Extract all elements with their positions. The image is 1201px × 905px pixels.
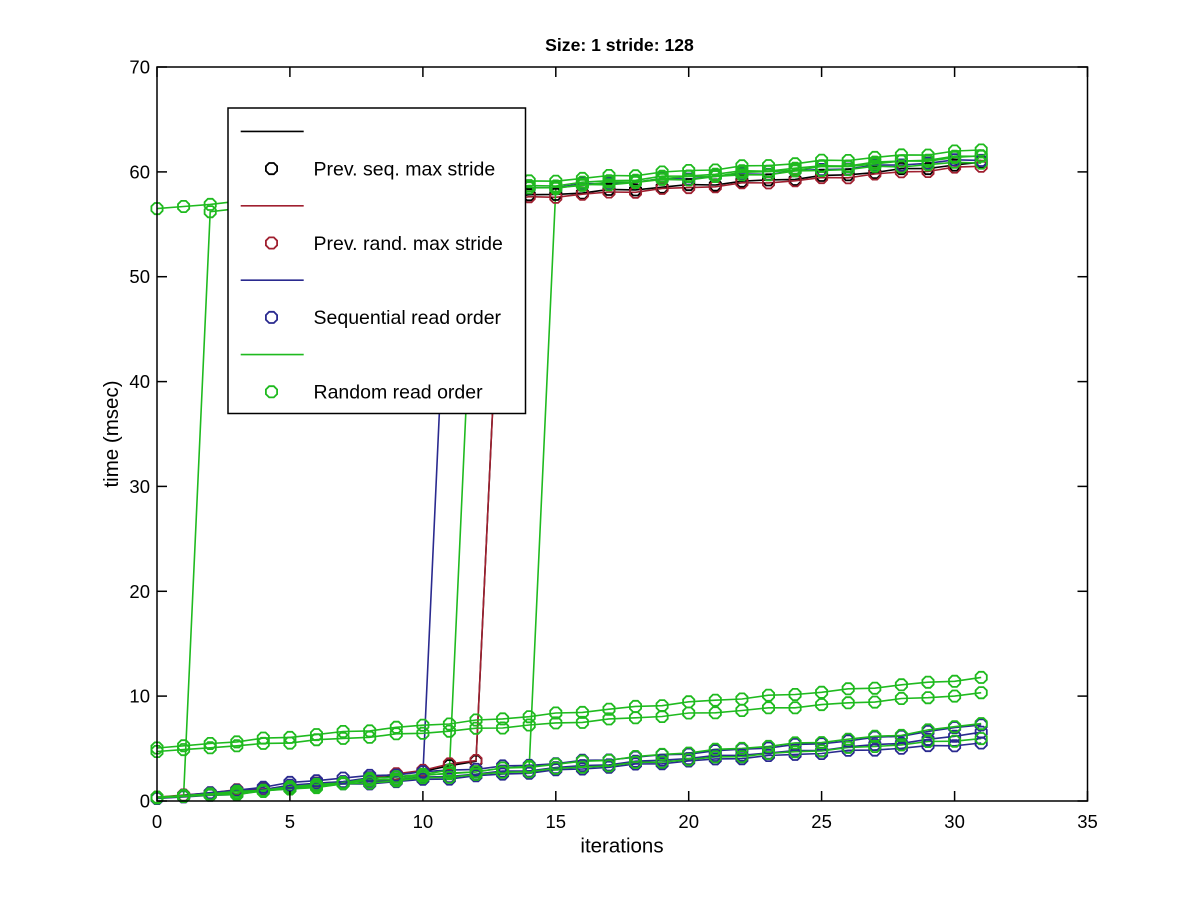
svg-text:time (msec): time (msec) [100, 380, 123, 487]
svg-text:Prev. seq. max stride: Prev. seq. max stride [314, 158, 496, 180]
svg-text:Size: 1 stride: 128: Size: 1 stride: 128 [545, 35, 694, 55]
svg-text:10: 10 [413, 811, 434, 832]
svg-text:50: 50 [129, 266, 150, 287]
svg-text:70: 70 [129, 57, 150, 78]
svg-text:30: 30 [129, 476, 150, 497]
svg-text:40: 40 [129, 371, 150, 392]
svg-text:5: 5 [285, 811, 295, 832]
svg-text:10: 10 [129, 686, 150, 707]
svg-text:0: 0 [140, 791, 150, 812]
svg-text:20: 20 [129, 581, 150, 602]
svg-text:iterations: iterations [580, 835, 663, 858]
svg-text:Prev. rand. max stride: Prev. rand. max stride [314, 233, 503, 255]
svg-text:35: 35 [1077, 811, 1098, 832]
svg-text:30: 30 [944, 811, 965, 832]
svg-text:60: 60 [129, 161, 150, 182]
svg-text:Sequential read order: Sequential read order [314, 307, 502, 329]
svg-text:20: 20 [678, 811, 699, 832]
svg-text:15: 15 [546, 811, 567, 832]
svg-text:25: 25 [811, 811, 832, 832]
svg-text:Random read order: Random read order [314, 382, 484, 404]
svg-text:0: 0 [152, 811, 162, 832]
